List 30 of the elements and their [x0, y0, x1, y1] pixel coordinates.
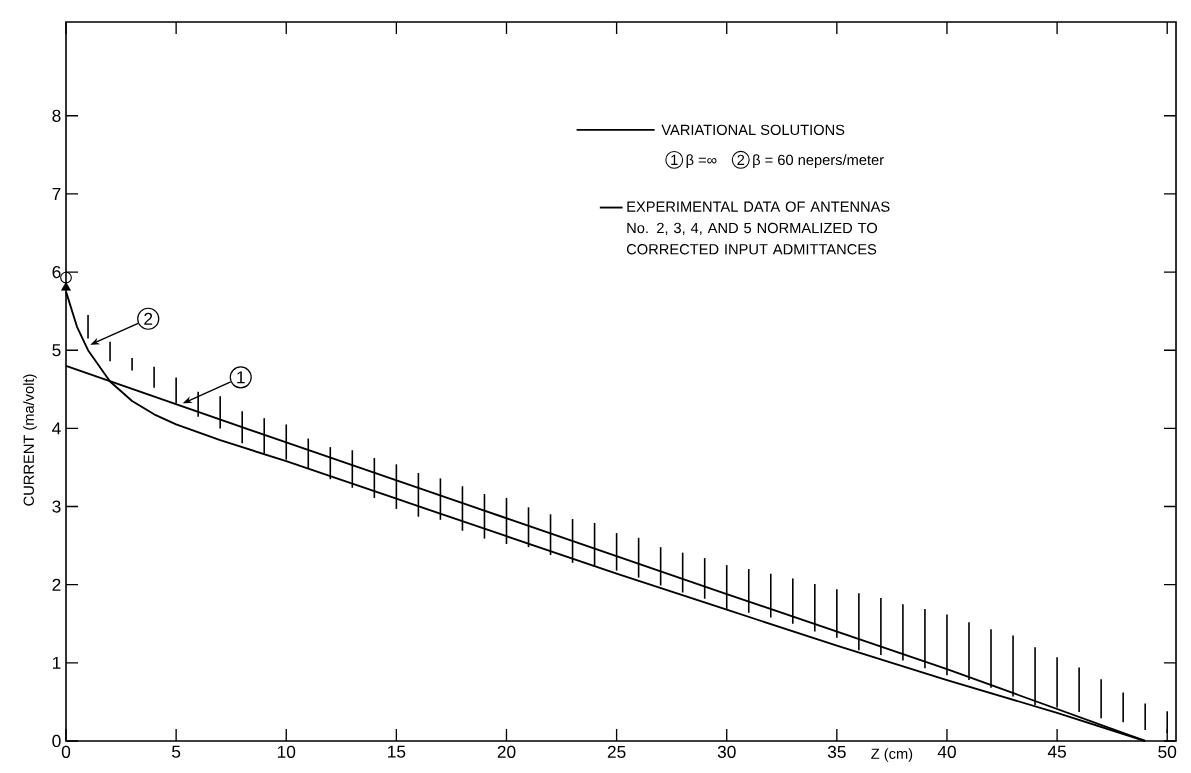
- legend-label: EXPERIMENTAL DATA OF ANTENNAS No. 2, 3, 4, AND 5 NORMALIZED TO CORRECTED INPUT ADMITTANCES: [626, 201, 890, 255]
- y-tick-label: 7: [52, 187, 61, 200]
- x-tick-label: 0: [61, 745, 71, 758]
- y-axis-title: CURRENT (ma/volt): [23, 374, 37, 506]
- x-tick-label: 50: [1158, 745, 1177, 758]
- y-tick-label: 5: [52, 344, 61, 357]
- y-tick-label: 3: [52, 500, 61, 513]
- legend-title: VARIATIONAL SOLUTIONS: [661, 124, 845, 136]
- legend-label: β =∞: [686, 154, 717, 168]
- text: 2: [737, 154, 745, 165]
- x-tick-label: 35: [827, 745, 846, 758]
- x-axis-title: Z (cm): [871, 748, 913, 762]
- annotation: 1: [237, 371, 245, 384]
- text: 1: [671, 154, 678, 165]
- y-tick-label: 2: [52, 578, 61, 591]
- x-tick-label: 45: [1047, 745, 1066, 758]
- x-tick-label: 30: [717, 745, 736, 758]
- y-tick-label: 0: [52, 734, 61, 748]
- y-tick-label: 4: [52, 422, 61, 435]
- x-tick-label: 25: [607, 745, 626, 758]
- y-tick-label: 1: [52, 656, 61, 669]
- y-tick-label: 6: [52, 265, 61, 279]
- annotation: 2: [144, 312, 153, 325]
- legend-label: β = 60 nepers/meter: [753, 154, 884, 168]
- x-tick-label: 40: [937, 745, 956, 758]
- x-tick-label: 10: [277, 745, 296, 758]
- x-tick-label: 20: [497, 745, 516, 758]
- x-tick-label: 5: [172, 745, 181, 758]
- y-tick-label: 8: [52, 109, 61, 122]
- x-tick-label: 15: [388, 745, 406, 758]
